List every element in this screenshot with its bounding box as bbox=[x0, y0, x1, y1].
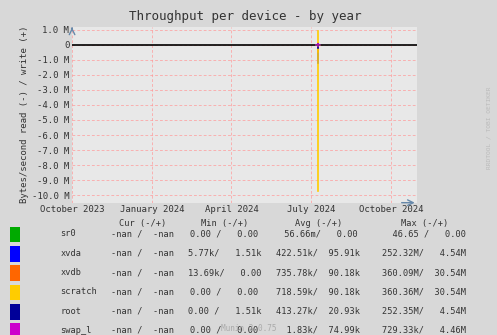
Text: -nan /  -nan: -nan / -nan bbox=[111, 326, 174, 335]
Text: swap_l: swap_l bbox=[61, 326, 92, 335]
Text: Cur (-/+): Cur (-/+) bbox=[119, 219, 166, 228]
Text: 0.00 /   1.51k: 0.00 / 1.51k bbox=[187, 307, 261, 316]
Text: scratch: scratch bbox=[61, 287, 97, 296]
Y-axis label: Bytes/second read (-) / write (+): Bytes/second read (-) / write (+) bbox=[20, 26, 29, 203]
Text: 13.69k/   0.00: 13.69k/ 0.00 bbox=[187, 268, 261, 277]
Text: 5.77k/   1.51k: 5.77k/ 1.51k bbox=[187, 249, 261, 258]
Bar bbox=[10, 285, 20, 300]
Text: 252.35M/   4.54M: 252.35M/ 4.54M bbox=[382, 307, 466, 316]
Text: root: root bbox=[61, 307, 82, 316]
Bar bbox=[10, 323, 20, 335]
Text: -nan /  -nan: -nan / -nan bbox=[111, 307, 174, 316]
Title: Throughput per device - by year: Throughput per device - by year bbox=[129, 10, 361, 23]
Text: 46.65 /   0.00: 46.65 / 0.00 bbox=[382, 229, 466, 239]
Text: 729.33k/   4.46M: 729.33k/ 4.46M bbox=[382, 326, 466, 335]
Bar bbox=[10, 227, 20, 243]
Text: 0.00 /   0.00: 0.00 / 0.00 bbox=[190, 326, 258, 335]
Text: 0.00 /   0.00: 0.00 / 0.00 bbox=[190, 229, 258, 239]
Text: Max (-/+): Max (-/+) bbox=[401, 219, 448, 228]
Text: sr0: sr0 bbox=[61, 229, 76, 239]
Text: RRDTOOL / TOBI OETIKER: RRDTOOL / TOBI OETIKER bbox=[486, 86, 491, 169]
Text: -nan /  -nan: -nan / -nan bbox=[111, 268, 174, 277]
Text: 252.32M/   4.54M: 252.32M/ 4.54M bbox=[382, 249, 466, 258]
Text: 718.59k/  90.18k: 718.59k/ 90.18k bbox=[276, 287, 360, 296]
Text: -nan /  -nan: -nan / -nan bbox=[111, 287, 174, 296]
Text: Min (-/+): Min (-/+) bbox=[201, 219, 248, 228]
Text: -nan /  -nan: -nan / -nan bbox=[111, 229, 174, 239]
Text: xvdb: xvdb bbox=[61, 268, 82, 277]
Text: 422.51k/  95.91k: 422.51k/ 95.91k bbox=[276, 249, 360, 258]
Text: 360.09M/  30.54M: 360.09M/ 30.54M bbox=[382, 268, 466, 277]
Text: 735.78k/  90.18k: 735.78k/ 90.18k bbox=[276, 268, 360, 277]
Text: 360.36M/  30.54M: 360.36M/ 30.54M bbox=[382, 287, 466, 296]
Bar bbox=[10, 246, 20, 262]
Text: 56.66m/   0.00: 56.66m/ 0.00 bbox=[279, 229, 358, 239]
Text: 0.00 /   0.00: 0.00 / 0.00 bbox=[190, 287, 258, 296]
Text: xvda: xvda bbox=[61, 249, 82, 258]
Text: Munin 2.0.75: Munin 2.0.75 bbox=[221, 324, 276, 333]
Bar bbox=[10, 304, 20, 320]
Bar bbox=[10, 265, 20, 281]
Text: Avg (-/+): Avg (-/+) bbox=[295, 219, 342, 228]
Text: -nan /  -nan: -nan / -nan bbox=[111, 249, 174, 258]
Text: 1.83k/  74.99k: 1.83k/ 74.99k bbox=[276, 326, 360, 335]
Text: 413.27k/  20.93k: 413.27k/ 20.93k bbox=[276, 307, 360, 316]
